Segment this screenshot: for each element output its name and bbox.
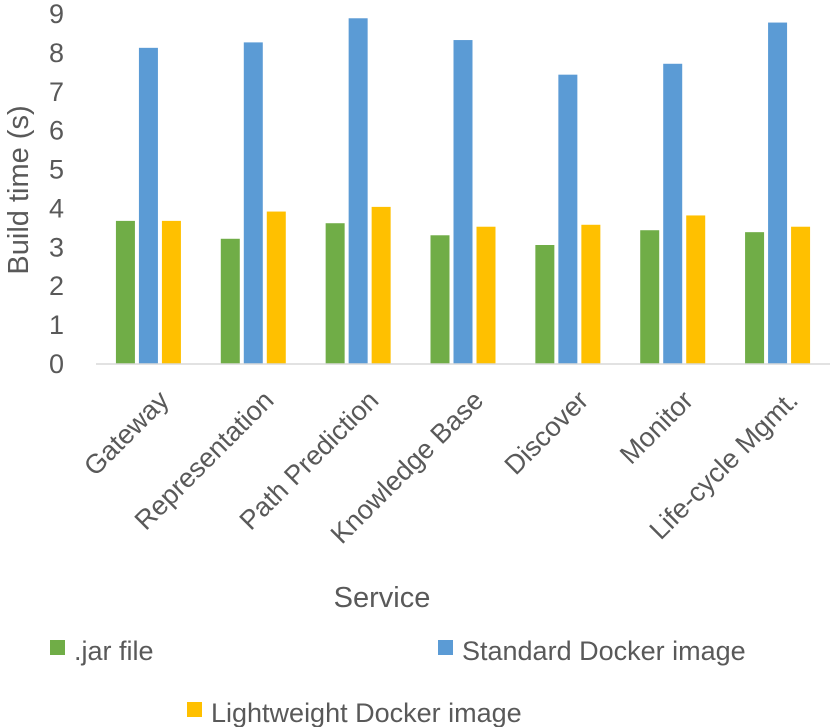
x-tick-label: Monitor [614, 385, 699, 470]
bar [768, 22, 788, 365]
bar [581, 224, 601, 364]
legend-label: Lightweight Docker image [211, 698, 522, 727]
legend-label: .jar file [74, 636, 154, 666]
bar [115, 220, 135, 364]
legend-swatch [50, 640, 65, 655]
y-tick-label: 2 [49, 271, 64, 301]
y-tick-label: 5 [49, 155, 64, 185]
bar [663, 63, 683, 365]
y-tick-label: 4 [49, 193, 64, 223]
y-tick-label: 6 [49, 116, 64, 146]
y-tick-label: 3 [49, 232, 64, 262]
bar [558, 74, 578, 365]
bar [686, 215, 706, 364]
y-tick-label: 8 [49, 38, 64, 68]
legend-swatch [438, 640, 453, 655]
bar [243, 42, 263, 365]
y-axis-ticks: 0 1 2 3 4 5 6 7 8 9 [49, 0, 64, 379]
bar [791, 226, 811, 364]
bar [476, 226, 496, 364]
bar [138, 47, 158, 364]
legend-swatch [187, 702, 202, 717]
x-tick-label: Gateway [78, 385, 175, 482]
bar [640, 230, 660, 364]
y-tick-label: 1 [49, 310, 64, 340]
x-axis-title: Service [334, 582, 431, 614]
bar [325, 223, 345, 364]
bar [266, 211, 286, 364]
y-axis-title: Build time (s) [3, 105, 35, 274]
bar [745, 232, 765, 364]
legend-label: Standard Docker image [462, 636, 746, 666]
x-tick-label: Discover [499, 385, 594, 480]
bar [348, 18, 368, 365]
bar [430, 235, 450, 364]
bar [453, 40, 473, 365]
bar [535, 245, 555, 364]
bar [220, 238, 240, 364]
bars [115, 18, 811, 365]
bar [161, 220, 181, 364]
legend: .jar file Standard Docker image Lightweigh… [50, 636, 746, 727]
bar [371, 206, 391, 364]
y-tick-label: 0 [49, 349, 64, 379]
y-tick-label: 9 [49, 0, 64, 29]
y-tick-label: 7 [49, 77, 64, 107]
